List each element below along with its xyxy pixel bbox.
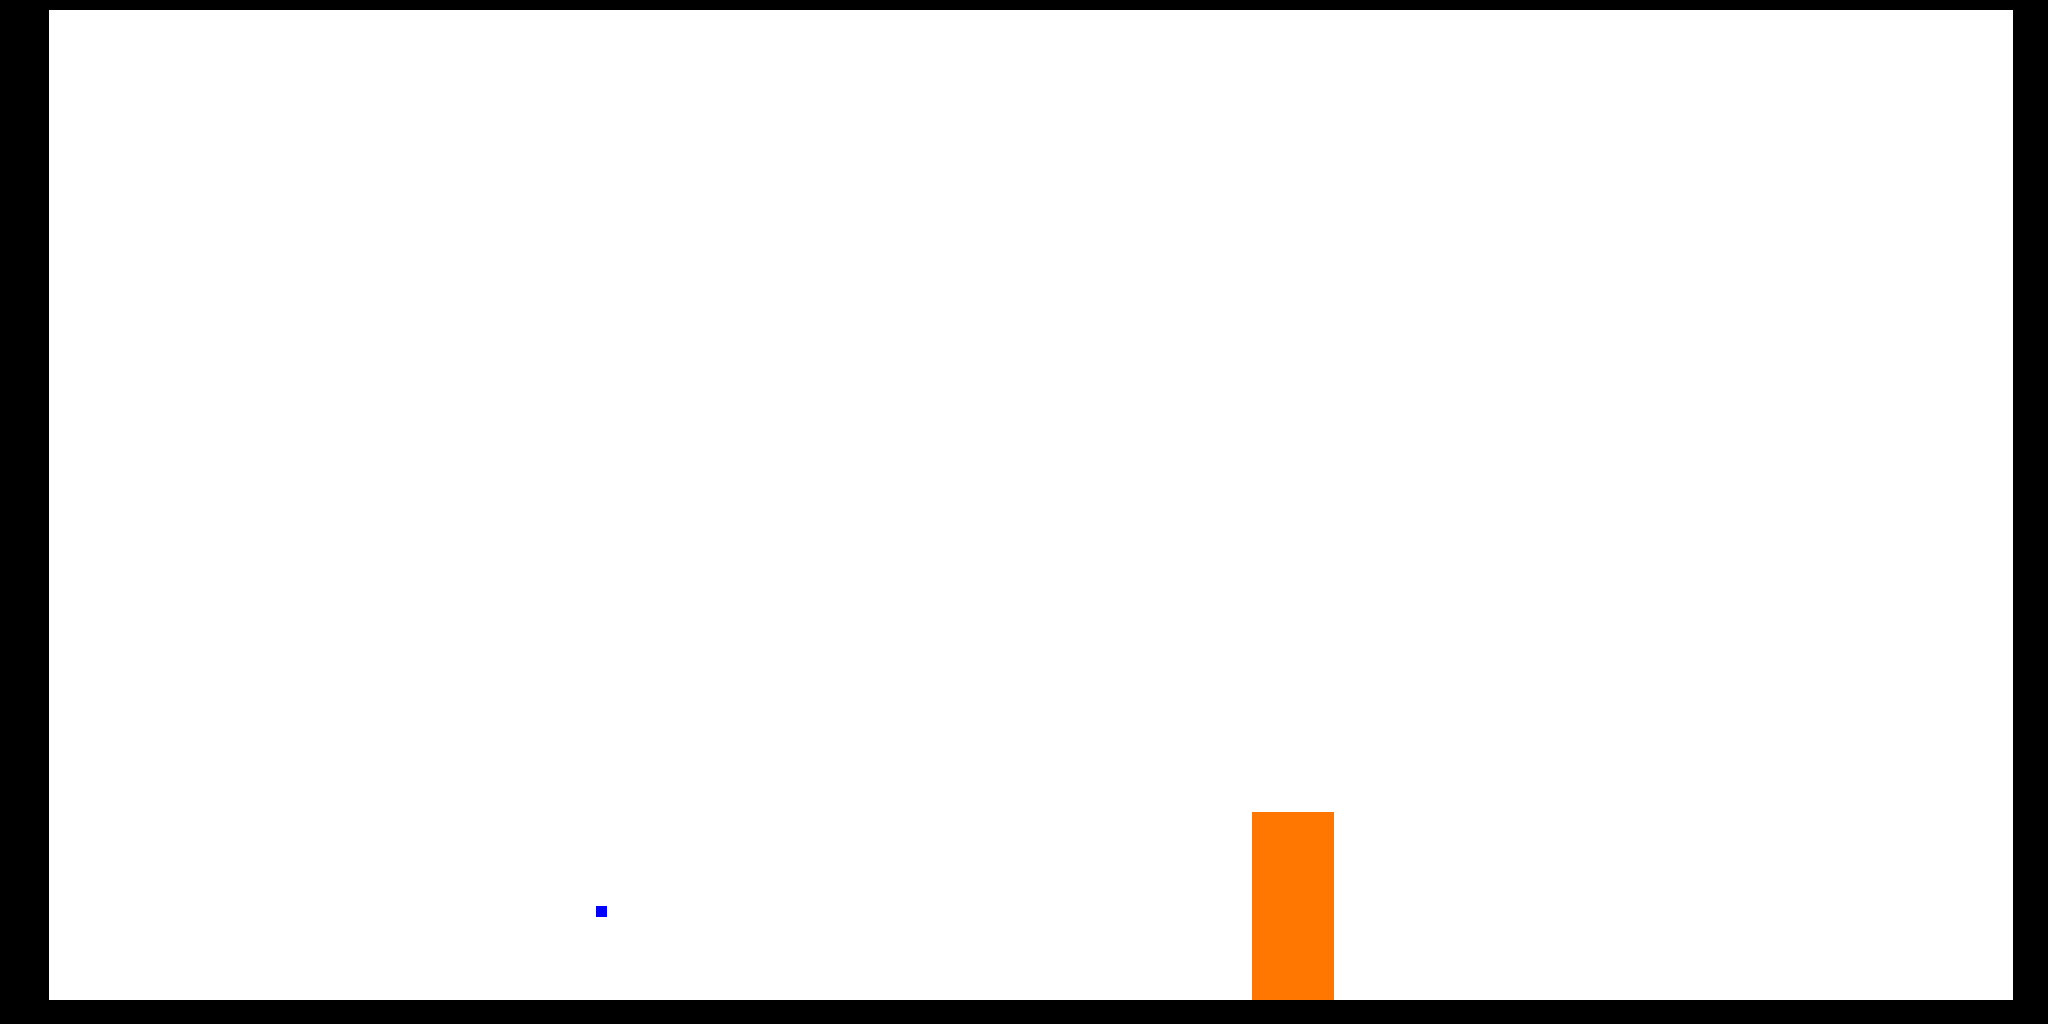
play-area[interactable] — [49, 10, 2013, 1000]
player-marker — [596, 906, 607, 917]
obstacle-block — [1252, 812, 1334, 1000]
